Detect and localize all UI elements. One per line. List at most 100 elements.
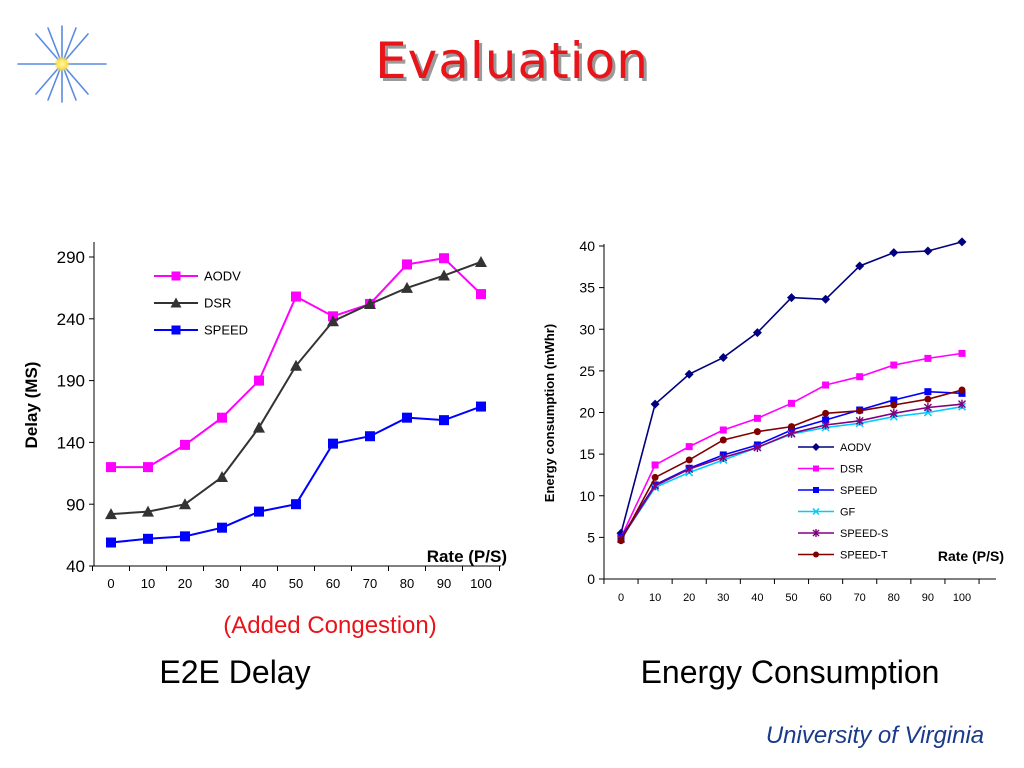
c1-x-tick-label: 50 xyxy=(785,592,797,604)
c0-series-dsr-point xyxy=(438,269,450,281)
c0-x-axis-title: Rate (P/S) xyxy=(427,547,507,566)
c0-y-axis-title: Delay (MS) xyxy=(22,362,41,449)
c1-series-speed-t-point xyxy=(719,436,727,444)
c1-series-aodv-point xyxy=(923,246,933,256)
c1-series-speed-s-point xyxy=(923,403,932,413)
c1-x-tick-label: 40 xyxy=(751,592,763,604)
c0-x-tick-label: 60 xyxy=(326,576,340,591)
energy-caption: Energy Consumption xyxy=(640,654,940,690)
c1-series-speed-s-point xyxy=(958,399,966,409)
c1-series-dsr-point xyxy=(753,414,761,422)
c0-x-tick-label: 80 xyxy=(400,576,414,591)
c1-y-tick-label: 5 xyxy=(587,529,595,545)
c0-series-aodv-point xyxy=(106,462,116,473)
c1-legend-aodv-marker xyxy=(812,443,820,451)
c1-y-tick-label: 0 xyxy=(587,571,595,587)
c0-x-tick-label: 10 xyxy=(141,576,155,591)
c0-series-aodv-point xyxy=(217,412,227,423)
c0-x-tick-label: 90 xyxy=(437,576,451,591)
c0-series-speed-point xyxy=(402,412,412,423)
c1-x-tick-label: 90 xyxy=(922,592,934,604)
c1-series-aodv-point xyxy=(855,261,865,271)
c0-x-tick-label: 30 xyxy=(215,576,229,591)
c0-series-dsr-point xyxy=(290,359,302,371)
c1-series-speed-point xyxy=(822,416,830,424)
c0-series-speed-point xyxy=(476,401,486,412)
c1-series-speed-t-point xyxy=(958,386,966,394)
c1-series-dsr-point xyxy=(890,361,898,369)
c1-series-speed-t-point xyxy=(617,537,625,545)
c0-legend-speed-label: SPEED xyxy=(204,323,248,338)
c1-y-tick-label: 30 xyxy=(579,321,595,337)
c1-x-tick-label: 60 xyxy=(819,592,831,604)
c1-legend-gf-label: GF xyxy=(840,506,856,518)
c1-y-tick-label: 10 xyxy=(579,488,595,504)
c1-series-speed-s-point xyxy=(821,420,830,430)
c0-series-aodv-point xyxy=(476,289,486,300)
c0-legend-dsr-label: DSR xyxy=(204,296,231,311)
c1-legend-speed-marker xyxy=(813,487,819,493)
c1-legend-aodv-label: AODV xyxy=(840,442,872,454)
c1-legend-speed-s-label: SPEED-S xyxy=(840,528,888,540)
c1-series-speed-t-point xyxy=(856,407,864,415)
delay-chart: 290 240 190 140 90 40 0 10 20 30 40 50 60 70 80 90 100 Ra… xyxy=(22,242,507,591)
c0-series-aodv-point xyxy=(143,462,153,473)
c1-x-tick-label: 100 xyxy=(953,592,971,604)
c1-series-speed-t-line xyxy=(620,389,963,542)
c1-series-dsr-point xyxy=(719,426,727,434)
c1-series-speed-point xyxy=(890,396,898,404)
c1-series-speed-s-point xyxy=(753,442,762,452)
c1-series-speed-t-point xyxy=(788,423,795,431)
c1-series-speed-t-point xyxy=(924,395,932,403)
c1-series-speed-s-point xyxy=(855,416,864,426)
c0-x-tick-label: 50 xyxy=(289,576,303,591)
c1-legend-speed-s-marker xyxy=(812,529,820,537)
c1-x-tick-label: 30 xyxy=(717,592,729,604)
c1-legend-speed-label: SPEED xyxy=(840,485,877,497)
c0-series-aodv-point xyxy=(439,253,449,264)
c1-series-speed-t-point xyxy=(685,456,693,464)
c1-y-tick-label: 15 xyxy=(579,446,595,462)
c1-series-dsr-line xyxy=(620,352,963,538)
c0-x-tick-label: 40 xyxy=(252,576,266,591)
c1-x-tick-label: 20 xyxy=(683,592,695,604)
c0-series-aodv-point xyxy=(402,259,412,270)
delay-caption: E2E Delay xyxy=(159,654,311,690)
c0-series-speed-line xyxy=(110,405,482,544)
c1-series-speed-t-point xyxy=(651,473,659,481)
c1-y-tick-label: 20 xyxy=(579,405,595,421)
c1-series-dsr-point xyxy=(924,354,932,362)
c0-series-speed-point xyxy=(106,537,116,548)
c1-series-speed-s-point xyxy=(685,464,694,474)
c0-series-speed-point xyxy=(439,415,449,426)
c1-series-dsr-point xyxy=(856,373,864,381)
c0-y-tick-label: 40 xyxy=(66,557,85,576)
c1-series-aodv-point xyxy=(752,328,762,338)
c1-series-aodv-point xyxy=(684,369,694,379)
c0-series-speed-point xyxy=(291,499,301,510)
c1-x-axis-title: Rate (P/S) xyxy=(938,548,1004,564)
c0-series-aodv-point xyxy=(291,291,301,302)
c1-series-speed-line xyxy=(620,390,963,538)
c0-series-dsr-point xyxy=(327,315,339,327)
c1-series-aodv-point xyxy=(889,248,899,258)
university-of-virginia-logo: University of Virginia xyxy=(766,722,984,749)
c1-legend-dsr-marker xyxy=(813,465,819,472)
c1-x-tick-label: 10 xyxy=(649,592,661,604)
c0-series-speed-point xyxy=(143,533,153,544)
c0-legend-speed-marker xyxy=(171,325,181,335)
c0-series-dsr-point xyxy=(475,255,487,267)
c0-series-speed-point xyxy=(328,438,338,449)
c1-series-speed-s-point xyxy=(889,408,898,418)
c0-y-tick-label: 240 xyxy=(57,310,85,329)
c0-series-aodv-point xyxy=(180,439,190,450)
c1-legend-gf-marker xyxy=(812,507,820,516)
c0-series-dsr-point xyxy=(179,498,191,510)
c1-x-tick-label: 80 xyxy=(888,592,900,604)
c1-legend-speed-t-marker xyxy=(813,551,819,558)
c1-series-dsr-point xyxy=(685,443,693,451)
c0-y-tick-label: 140 xyxy=(57,434,85,453)
c0-series-dsr-point xyxy=(401,281,413,293)
c0-series-speed-point xyxy=(254,506,264,517)
